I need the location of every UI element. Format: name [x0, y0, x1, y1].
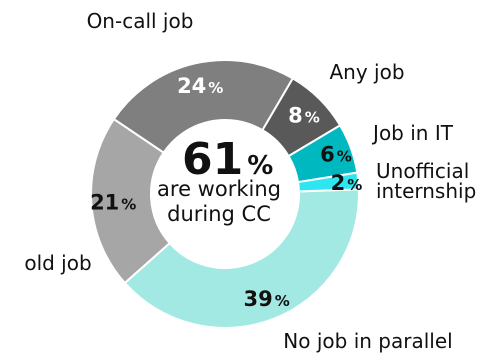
- slice-value-job-in-it: 6%: [320, 143, 352, 167]
- percentage-labels: 39 % 21 % 24 % 8 %6 % 2%: [90, 74, 362, 311]
- slice-value-no-job-in-parallel: 39%: [243, 287, 289, 311]
- slices-group: [90, 59, 360, 329]
- label-old-job: old job: [24, 251, 91, 275]
- slice-no-job-in-parallel: [123, 188, 360, 329]
- center-value-unit: %: [247, 151, 273, 181]
- label-job-in-it: Job in IT: [371, 121, 454, 145]
- slice-on-call-job: [112, 59, 295, 155]
- center-line-2: during CC: [167, 202, 271, 226]
- slice-value-any-job: 8%: [288, 104, 320, 128]
- slice-value-unofficial-internship: 2%: [331, 171, 363, 195]
- label-on-call-job: On-call job: [87, 9, 194, 33]
- center-summary: 61% are working during CC: [157, 134, 281, 226]
- slice-value-old-job: 21%: [90, 190, 136, 214]
- slice-old-job: [90, 117, 172, 285]
- center-line-1: are working: [157, 177, 281, 201]
- label-any-job: Any job: [329, 60, 404, 84]
- category-labels: No job in parallel old job On-call job Any …: [24, 9, 476, 353]
- label-unofficial-internship: Unofficial internship: [376, 159, 476, 203]
- center-value-number: 61: [182, 134, 243, 185]
- slice-value-on-call-job: 24%: [177, 74, 223, 98]
- center-value: 61%: [182, 134, 273, 185]
- label-no-job-in-parallel: No job in parallel: [283, 329, 452, 353]
- slice-unofficial-internship: [296, 171, 360, 193]
